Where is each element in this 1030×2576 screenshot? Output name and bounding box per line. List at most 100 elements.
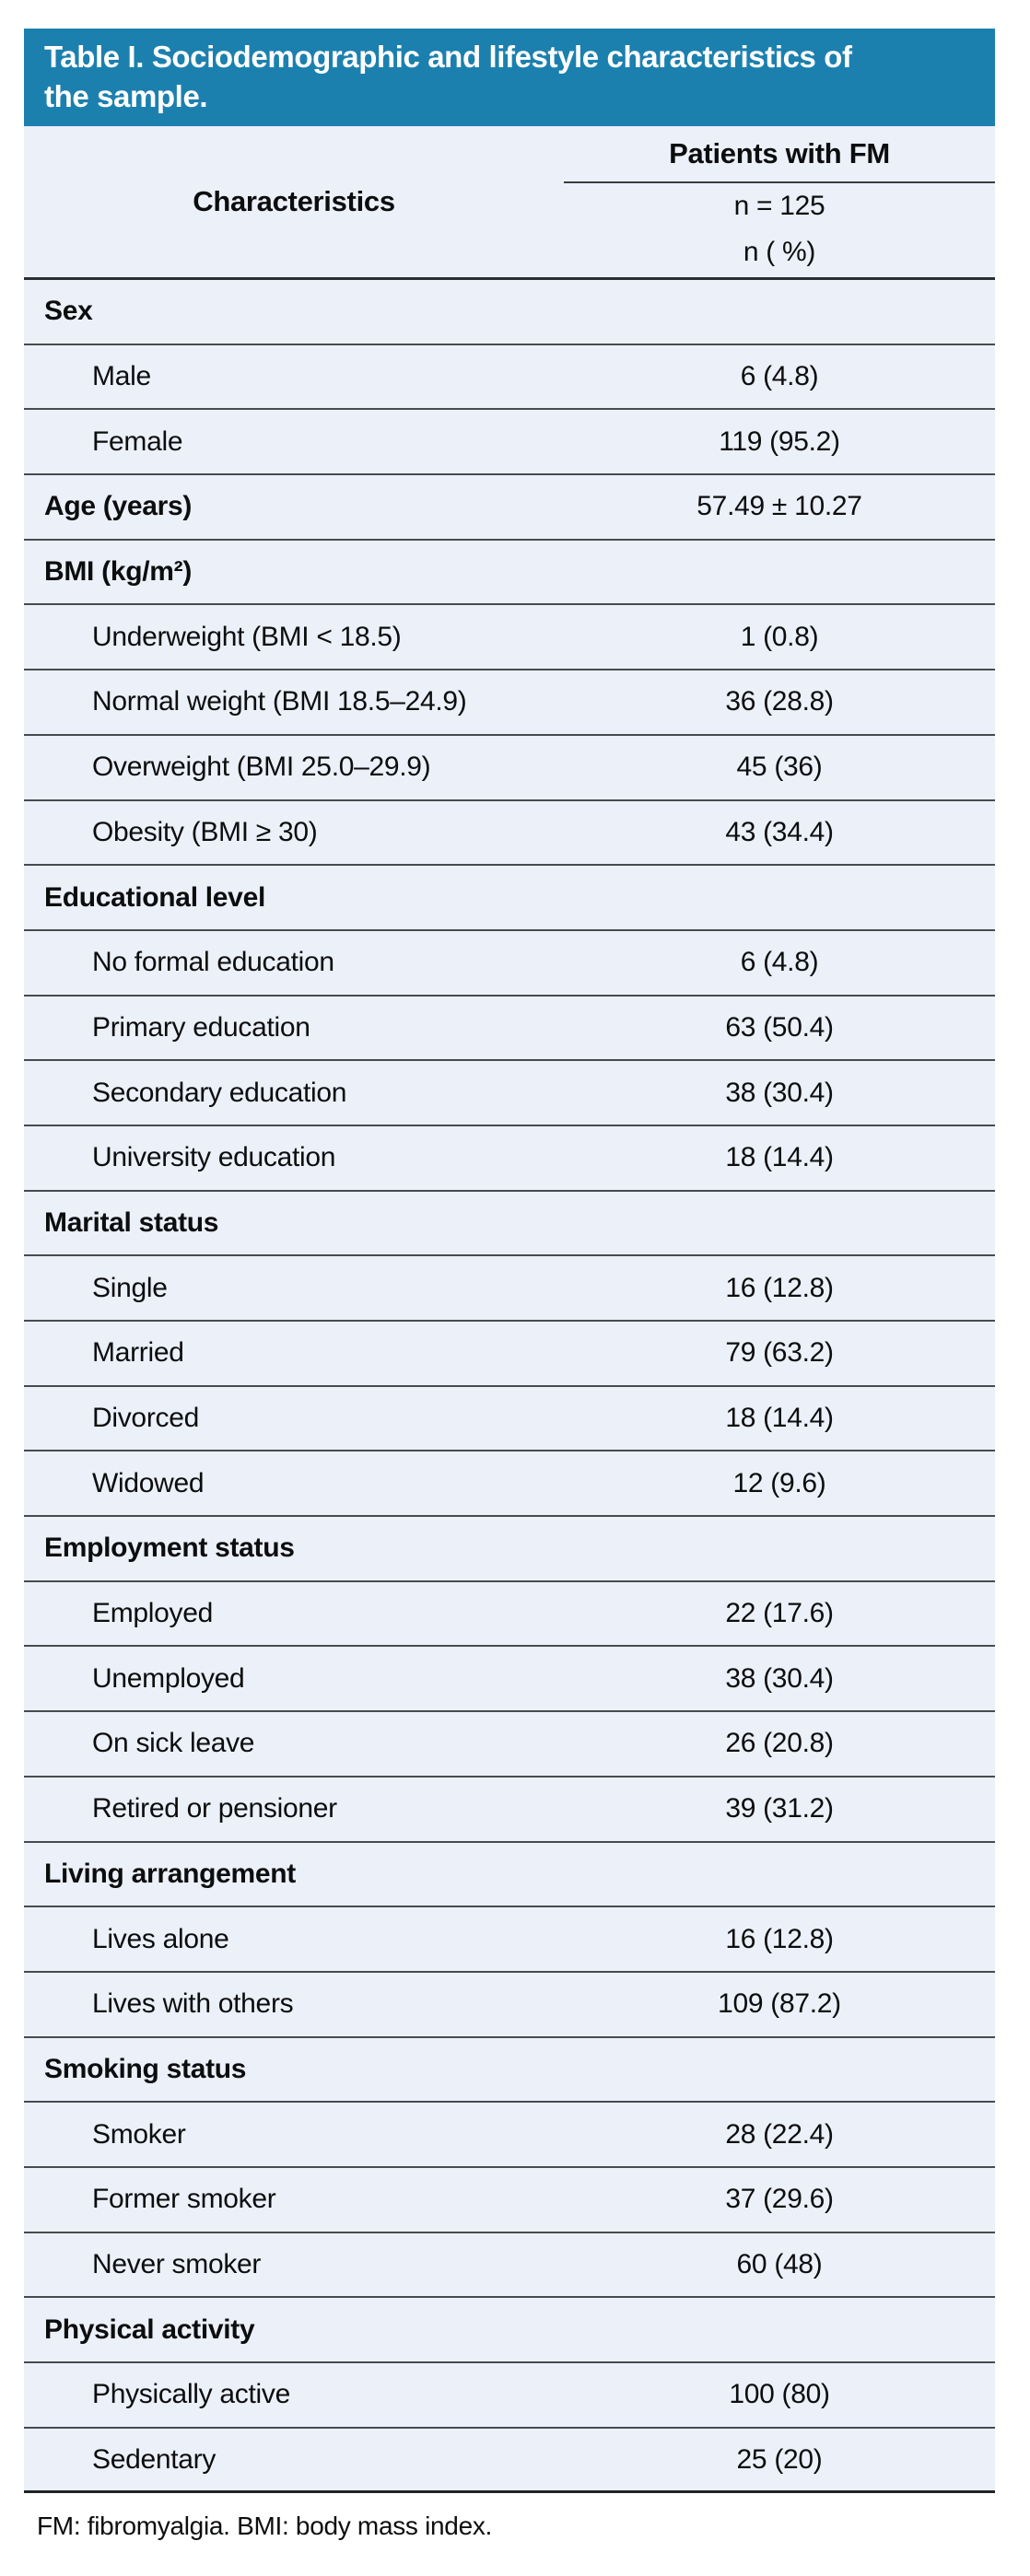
row-value: 45 (36) xyxy=(736,752,823,783)
row-value: 28 (22.4) xyxy=(725,2118,834,2150)
patients-group-label: Patients with FM xyxy=(564,126,995,183)
table-row: Retired or pensioner 39 (31.2) xyxy=(24,1777,995,1843)
row-label: Unemployed xyxy=(92,1662,245,1694)
row-label: Widowed xyxy=(92,1467,205,1498)
row-value: 79 (63.2) xyxy=(725,1337,834,1369)
table-row: Smoking status xyxy=(24,2037,995,2104)
row-label: Obesity (BMI ≥ 30) xyxy=(92,816,318,847)
row-label: University education xyxy=(92,1142,336,1173)
row-label: Retired or pensioner xyxy=(92,1793,337,1824)
row-value: 25 (20) xyxy=(736,2443,823,2475)
row-label: Smoking status xyxy=(44,2053,247,2084)
row-label: Former smoker xyxy=(92,2184,276,2215)
table-row: Normal weight (BMI 18.5–24.9) 36 (28.8) xyxy=(24,670,995,736)
row-label: Overweight (BMI 25.0–29.9) xyxy=(92,752,431,783)
row-label: Divorced xyxy=(92,1403,199,1434)
row-label: Lives alone xyxy=(92,1923,229,1954)
sociodemographic-table: Table I. Sociodemographic and lifestyle … xyxy=(24,29,995,2494)
row-value: 1 (0.8) xyxy=(740,621,819,652)
sample-size-label: n = 125 xyxy=(733,191,825,221)
row-value: 16 (12.8) xyxy=(725,1272,834,1303)
row-label: Living arrangement xyxy=(44,1858,296,1889)
table-row: Lives alone 16 (12.8) xyxy=(24,1907,995,1973)
row-label: Employment status xyxy=(44,1533,295,1564)
row-value: 57.49 ± 10.27 xyxy=(696,491,862,522)
row-label: Marital status xyxy=(44,1206,219,1238)
table-body: Sex Male 6 (4.8) Female 119 (95.2) Age (… xyxy=(24,280,995,2494)
table-row: Single 16 (12.8) xyxy=(24,1256,995,1322)
row-value: 22 (17.6) xyxy=(725,1598,834,1629)
table-row: Smoker 28 (22.4) xyxy=(24,2103,995,2168)
row-value: 38 (30.4) xyxy=(725,1662,834,1694)
row-value: 16 (12.8) xyxy=(725,1923,834,1954)
row-label: Employed xyxy=(92,1598,214,1629)
row-label: Married xyxy=(92,1337,184,1369)
row-label: Sedentary xyxy=(92,2443,217,2475)
table-row: On sick leave 26 (20.8) xyxy=(24,1712,995,1778)
row-value: 37 (29.6) xyxy=(725,2184,834,2215)
table-row: Lives with others 109 (87.2) xyxy=(24,1972,995,2038)
row-value: 6 (4.8) xyxy=(740,947,819,978)
table-row: Male 6 (4.8) xyxy=(24,344,995,411)
table-row: Primary education 63 (50.4) xyxy=(24,996,995,1062)
table-row: Overweight (BMI 25.0–29.9) 45 (36) xyxy=(24,735,995,801)
row-value: 60 (48) xyxy=(736,2248,823,2279)
row-value: 119 (95.2) xyxy=(719,425,840,457)
table-row: Sex xyxy=(24,280,995,345)
table-row: BMI (kg/m²) xyxy=(24,540,995,606)
table-row: Employment status xyxy=(24,1517,995,1582)
table-row: Former smoker 37 (29.6) xyxy=(24,2167,995,2233)
row-value: 18 (14.4) xyxy=(725,1142,834,1173)
table-footnote: FM: fibromyalgia. BMI: body mass index. xyxy=(37,2512,493,2540)
table-title-bar: Table I. Sociodemographic and lifestyle … xyxy=(24,29,995,126)
table-row: Female 119 (95.2) xyxy=(24,410,995,476)
row-value: 109 (87.2) xyxy=(718,1988,841,2020)
table-row: Physical activity xyxy=(24,2298,995,2363)
row-label: BMI (kg/m²) xyxy=(44,556,193,588)
table-row: Living arrangement xyxy=(24,1842,995,1908)
table-row: Employed 22 (17.6) xyxy=(24,1581,995,1648)
row-label: Lives with others xyxy=(92,1988,294,2020)
row-value: 43 (34.4) xyxy=(725,816,834,847)
column-header: Characteristics Patients with FM n = 125… xyxy=(24,126,995,280)
table-row: Divorced 18 (14.4) xyxy=(24,1386,995,1452)
row-value: 63 (50.4) xyxy=(725,1011,834,1043)
row-label: Secondary education xyxy=(92,1077,347,1108)
table-row: Obesity (BMI ≥ 30) 43 (34.4) xyxy=(24,800,995,867)
row-label: Physically active xyxy=(92,2379,290,2410)
table-row: University education 18 (14.4) xyxy=(24,1125,995,1192)
table-row: Never smoker 60 (48) xyxy=(24,2232,995,2299)
table-row: Marital status xyxy=(24,1191,995,1257)
row-label: Normal weight (BMI 18.5–24.9) xyxy=(92,686,467,717)
table-title-line1: Table I. Sociodemographic and lifestyle … xyxy=(44,40,852,74)
row-label: On sick leave xyxy=(92,1728,255,1759)
row-value: 36 (28.8) xyxy=(725,686,834,717)
patients-column-header: Patients with FM n = 125 n ( %) xyxy=(564,126,995,277)
table-row: Married 79 (63.2) xyxy=(24,1322,995,1387)
table-row: Underweight (BMI < 18.5) 1 (0.8) xyxy=(24,605,995,671)
row-label: Age (years) xyxy=(44,491,193,522)
table-row: No formal education 6 (4.8) xyxy=(24,930,995,997)
row-label: Educational level xyxy=(44,881,265,913)
row-label: Male xyxy=(92,361,151,392)
row-label: Primary education xyxy=(92,1011,310,1043)
row-value: 6 (4.8) xyxy=(740,361,819,392)
row-value: 12 (9.6) xyxy=(732,1467,826,1498)
row-label: Underweight (BMI < 18.5) xyxy=(92,621,402,652)
row-value: 18 (14.4) xyxy=(725,1403,834,1434)
table-row: Widowed 12 (9.6) xyxy=(24,1451,995,1518)
table-row: Sedentary 25 (20) xyxy=(24,2428,995,2494)
table-row: Unemployed 38 (30.4) xyxy=(24,1647,995,1713)
table-title-line2: the sample. xyxy=(44,79,208,113)
table-row: Educational level xyxy=(24,866,995,931)
row-label: Smoker xyxy=(92,2118,186,2150)
characteristics-column-header: Characteristics xyxy=(193,185,395,217)
table-row: Age (years) 57.49 ± 10.27 xyxy=(24,475,995,541)
row-label: Single xyxy=(92,1272,168,1303)
row-value: 100 (80) xyxy=(729,2379,830,2410)
row-label: Female xyxy=(92,425,183,457)
row-value: 38 (30.4) xyxy=(725,1077,834,1108)
row-value: 26 (20.8) xyxy=(725,1728,834,1759)
row-label: Physical activity xyxy=(44,2314,255,2345)
row-label: Sex xyxy=(44,296,93,327)
